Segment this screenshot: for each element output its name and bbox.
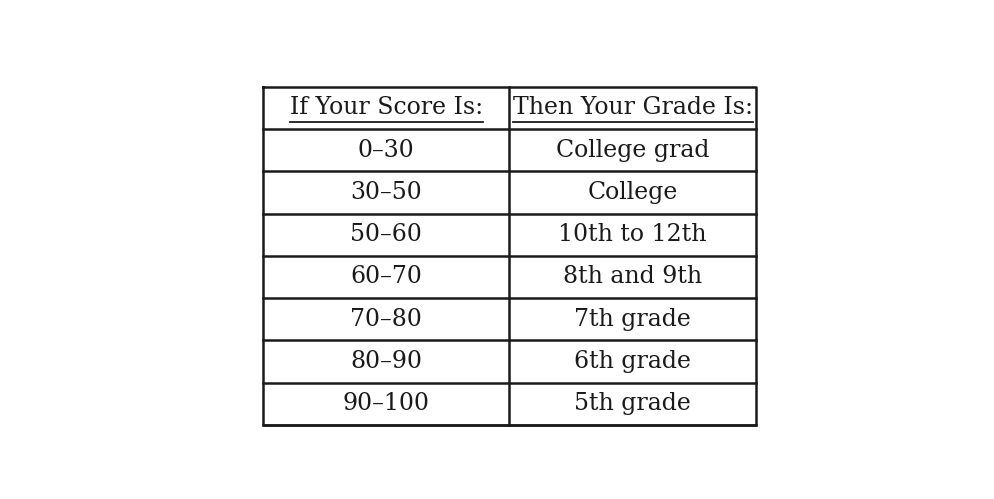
Text: 5th grade: 5th grade bbox=[575, 392, 691, 415]
Text: Then Your Grade Is:: Then Your Grade Is: bbox=[513, 96, 752, 119]
Text: 80–90: 80–90 bbox=[350, 350, 422, 373]
Text: If Your Score Is:: If Your Score Is: bbox=[289, 96, 483, 119]
Text: 90–100: 90–100 bbox=[343, 392, 429, 415]
Text: 70–80: 70–80 bbox=[350, 308, 422, 331]
Text: 6th grade: 6th grade bbox=[575, 350, 691, 373]
Text: College grad: College grad bbox=[556, 139, 710, 162]
Text: 7th grade: 7th grade bbox=[575, 308, 691, 331]
Text: College: College bbox=[587, 181, 678, 204]
Text: 50–60: 50–60 bbox=[350, 223, 422, 246]
Text: 8th and 9th: 8th and 9th bbox=[564, 265, 702, 288]
Text: 60–70: 60–70 bbox=[350, 265, 422, 288]
Text: 10th to 12th: 10th to 12th bbox=[559, 223, 707, 246]
Text: 30–50: 30–50 bbox=[350, 181, 422, 204]
Text: 0–30: 0–30 bbox=[358, 139, 414, 162]
